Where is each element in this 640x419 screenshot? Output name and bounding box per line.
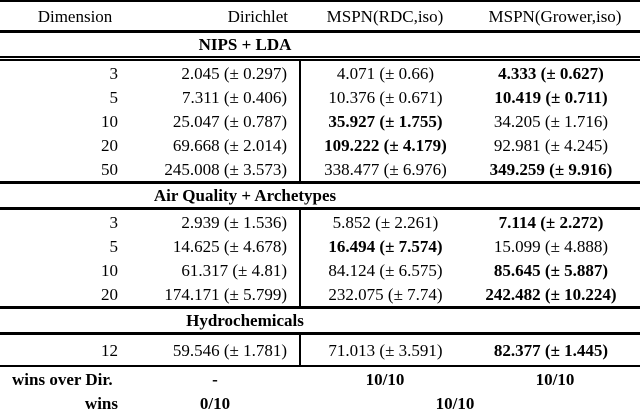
cell-dirichlet: 2.045 (± 0.297) (130, 58, 301, 85)
table-row: 20 174.171 (± 5.799) 232.075 (± 7.74) 24… (0, 282, 640, 309)
cell-dimension: 3 (109, 63, 119, 83)
cell-mspn-rdc: 71.013 (± 3.591) (300, 333, 470, 367)
wins-mspn: 10/10 (435, 393, 475, 413)
column-header-mspn-rdc: MSPN(RDC,iso) (300, 0, 470, 33)
cell-dirichlet: 174.171 (± 5.799) (130, 282, 301, 309)
section-title-row: Air Quality + Archetypes (0, 182, 640, 210)
cell-dimension: 20 (0, 282, 130, 309)
cell-dirichlet: 61.317 (± 4.81) (130, 258, 301, 282)
column-header-dimension: Dimension (0, 0, 130, 33)
cell-mspn-rdc: 84.124 (± 6.575) (328, 260, 443, 280)
section-title-row: Hydrochemicals (0, 307, 640, 335)
wins-label: wins (84, 393, 118, 413)
cell-mspn-rdc: 232.075 (± 7.74) (300, 282, 470, 309)
wins-over-dir-grower: 10/10 (535, 369, 575, 389)
section-title-hydrochemicals: Hydrochemicals (186, 311, 304, 330)
cell-dirichlet: 59.546 (± 1.781) (130, 333, 301, 367)
column-header-mspn-grower: MSPN(Grower,iso) (470, 0, 640, 33)
table-row: 10 25.047 (± 0.787) 35.927 (± 1.755) 34.… (0, 109, 640, 133)
cell-dimension: 20 (101, 135, 118, 155)
table-header-row: Dimension Dirichlet MSPN(RDC,iso) MSPN(G… (0, 0, 640, 33)
cell-mspn-grower: 242.482 (± 10.224) (470, 282, 640, 309)
cell-dirichlet: 7.311 (± 0.406) (130, 85, 301, 109)
cell-dimension: 12 (0, 333, 130, 367)
cell-mspn-grower: 4.333 (± 0.627) (498, 63, 604, 83)
table-row: 5 7.311 (± 0.406) 10.376 (± 0.671) 10.41… (0, 85, 640, 109)
cell-dirichlet: 25.047 (± 0.787) (130, 109, 301, 133)
cell-mspn-rdc: 10.376 (± 0.671) (328, 87, 443, 107)
cell-mspn-rdc: 35.927 (± 1.755) (328, 111, 443, 131)
cell-mspn-grower: 7.114 (± 2.272) (498, 212, 604, 232)
cell-dimension: 3 (109, 212, 119, 232)
wins-row: wins 0/10 10/10 (0, 391, 640, 415)
wins-over-dir-dirichlet: - (212, 369, 218, 389)
table-row: 10 61.317 (± 4.81) 84.124 (± 6.575) 85.6… (0, 258, 640, 282)
cell-mspn-grower: 10.419 (± 0.711) (494, 87, 608, 107)
table-row: 5 14.625 (± 4.678) 16.494 (± 7.574) 15.0… (0, 234, 640, 258)
cell-mspn-rdc: 5.852 (± 2.261) (332, 212, 439, 232)
cell-mspn-grower: 15.099 (± 4.888) (493, 236, 609, 256)
cell-dirichlet: 69.668 (± 2.014) (130, 133, 301, 157)
cell-mspn-rdc: 16.494 (± 7.574) (328, 236, 443, 256)
wins-over-dir-row: wins over Dir. - 10/10 10/10 (0, 366, 640, 391)
cell-dimension: 5 (109, 236, 119, 256)
cell-mspn-grower: 349.259 (± 9.916) (470, 157, 640, 184)
cell-mspn-rdc: 109.222 (± 4.179) (324, 135, 447, 155)
cell-dimension: 10 (101, 260, 118, 280)
cell-dimension: 10 (101, 111, 118, 131)
cell-dimension: 50 (0, 157, 130, 184)
wins-over-dir-rdc: 10/10 (365, 369, 405, 389)
cell-mspn-rdc: 338.477 (± 6.976) (300, 157, 470, 184)
cell-mspn-grower: 92.981 (± 4.245) (493, 135, 609, 155)
wins-over-dir-label: wins over Dir. (12, 369, 113, 389)
cell-dirichlet: 245.008 (± 3.573) (130, 157, 301, 184)
section-title-row: NIPS + LDA (0, 31, 640, 61)
section-title-nips-lda: NIPS + LDA (198, 35, 292, 54)
column-header-dirichlet: Dirichlet (130, 0, 300, 33)
section-title-air-quality: Air Quality + Archetypes (153, 186, 337, 205)
cell-dirichlet: 2.939 (± 1.536) (130, 208, 301, 234)
cell-mspn-rdc: 4.071 (± 0.66) (336, 63, 435, 83)
table-row: 3 2.939 (± 1.536) 5.852 (± 2.261) 7.114 … (0, 208, 640, 234)
table-row: 12 59.546 (± 1.781) 71.013 (± 3.591) 82.… (0, 333, 640, 367)
table-row: 3 2.045 (± 0.297) 4.071 (± 0.66) 4.333 (… (0, 58, 640, 85)
cell-dirichlet: 14.625 (± 4.678) (130, 234, 301, 258)
cell-mspn-grower: 85.645 (± 5.887) (493, 260, 609, 280)
table-row: 20 69.668 (± 2.014) 109.222 (± 4.179) 92… (0, 133, 640, 157)
wins-dirichlet: 0/10 (199, 393, 231, 413)
cell-mspn-grower: 82.377 (± 1.445) (470, 333, 640, 367)
cell-dimension: 5 (109, 87, 119, 107)
table-row: 50 245.008 (± 3.573) 338.477 (± 6.976) 3… (0, 157, 640, 184)
cell-mspn-grower: 34.205 (± 1.716) (493, 111, 609, 131)
